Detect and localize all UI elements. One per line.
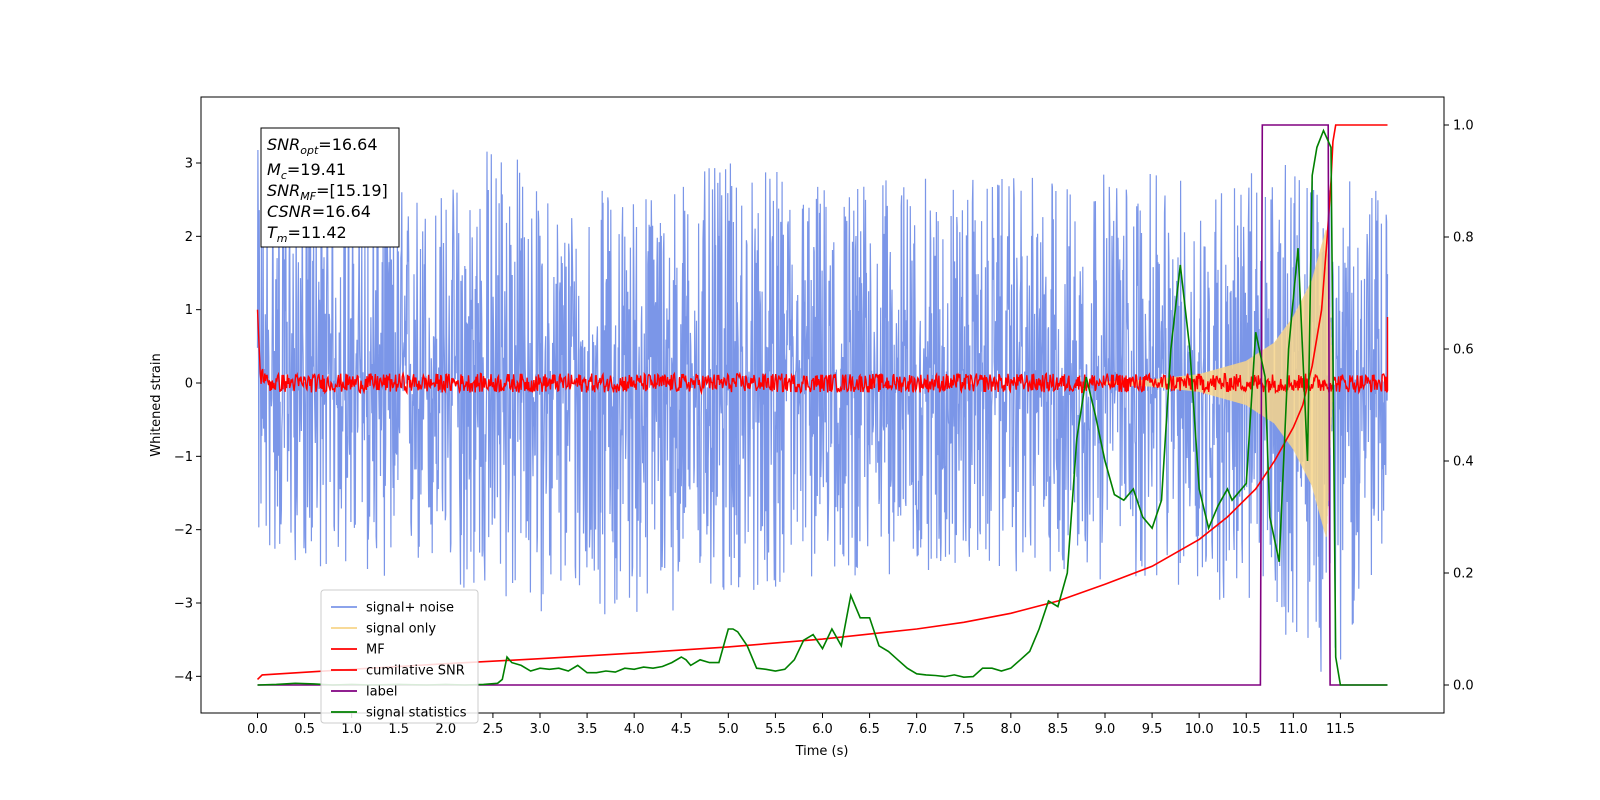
series-signal-noise: [256, 149, 1389, 672]
y-left-tick-label: 3: [185, 157, 193, 172]
series-signal-statistics: [257, 128, 1388, 686]
y-left-tick-label: −4: [174, 670, 193, 685]
y-left-tick-label: −3: [174, 597, 193, 612]
x-tick-label: 1.5: [388, 722, 409, 737]
plot-area: [256, 124, 1389, 686]
x-tick-label: 4.0: [624, 722, 645, 737]
y-right-tick-label: 0.4: [1453, 455, 1474, 470]
x-tick-label: 3.0: [530, 722, 551, 737]
info-box: SNRopt=16.64 Mc=19.41 SNRMF=[15.19] CSNR…: [260, 127, 400, 248]
x-tick-label: 6.0: [812, 722, 833, 737]
x-tick-label: 9.0: [1095, 722, 1116, 737]
x-tick-label: 11.0: [1279, 722, 1308, 737]
legend-frame: [320, 589, 479, 724]
legend-entry-label: signal only: [366, 622, 436, 637]
y-right-tick-label: 0.8: [1453, 231, 1474, 246]
x-tick-label: 5.0: [718, 722, 739, 737]
legend-entry-label: signal+ noise: [366, 601, 454, 616]
x-tick-label: 0.0: [247, 722, 268, 737]
y-left-tick-label: −1: [174, 450, 193, 465]
legend: signal+ noise signal only MF cumilative SNR…: [320, 589, 479, 724]
x-axis-label: Time (s): [795, 744, 849, 759]
x-tick-label: 4.5: [671, 722, 692, 737]
x-tick-label: 7.0: [906, 722, 927, 737]
x-tick-label: 8.5: [1048, 722, 1069, 737]
x-tick-label: 10.5: [1232, 722, 1261, 737]
x-tick-label: 1.0: [341, 722, 362, 737]
info-box-frame: [260, 127, 400, 248]
info-snr-mf: SNRMF=[15.19]: [267, 181, 388, 203]
y-left-tick-label: 2: [185, 230, 193, 245]
info-csnr: CSNR=16.64: [267, 202, 371, 221]
x-tick-label: 0.5: [294, 722, 315, 737]
x-tick-label: 3.5: [577, 722, 598, 737]
x-tick-label: 6.5: [859, 722, 880, 737]
y-right-tick-label: 0.0: [1453, 679, 1474, 694]
legend-entry-label: signal statistics: [366, 706, 467, 721]
x-tick-label: 5.5: [765, 722, 786, 737]
series-mf: [256, 309, 1389, 396]
y-right-tick-label: 0.2: [1453, 567, 1474, 582]
x-tick-label: 8.0: [1000, 722, 1021, 737]
legend-entry-label: label: [366, 685, 397, 700]
x-tick-label: 2.5: [483, 722, 504, 737]
y-left-tick-label: −2: [174, 523, 193, 538]
x-tick-label: 11.5: [1326, 722, 1355, 737]
y-left-tick-label: 1: [185, 303, 193, 318]
y-left-tick-label: 0: [185, 377, 193, 392]
x-tick-label: 2.0: [435, 722, 456, 737]
info-mc: Mc=19.41: [267, 160, 346, 182]
info-snr-opt: SNRopt=16.64: [267, 135, 378, 157]
series-cumilative-snr: [256, 124, 1388, 680]
y-right-tick-label: 0.6: [1453, 343, 1474, 358]
y-right-tick-label: 1.0: [1453, 119, 1474, 134]
x-tick-label: 10.0: [1185, 722, 1214, 737]
x-tick-label: 9.5: [1142, 722, 1163, 737]
legend-entry-label: cumilative SNR: [366, 664, 465, 679]
y-axis-label: Whitened strain: [149, 353, 164, 456]
info-tm: Tm=11.42: [267, 223, 347, 245]
axes: 0.0 0.5 1.0 1.5 2.0 2.5 3.0 3.5 4.0 4.5 5.0 5.5 6.0 6…: [174, 119, 1474, 738]
x-tick-label: 7.5: [953, 722, 974, 737]
legend-entry-label: MF: [366, 643, 385, 658]
